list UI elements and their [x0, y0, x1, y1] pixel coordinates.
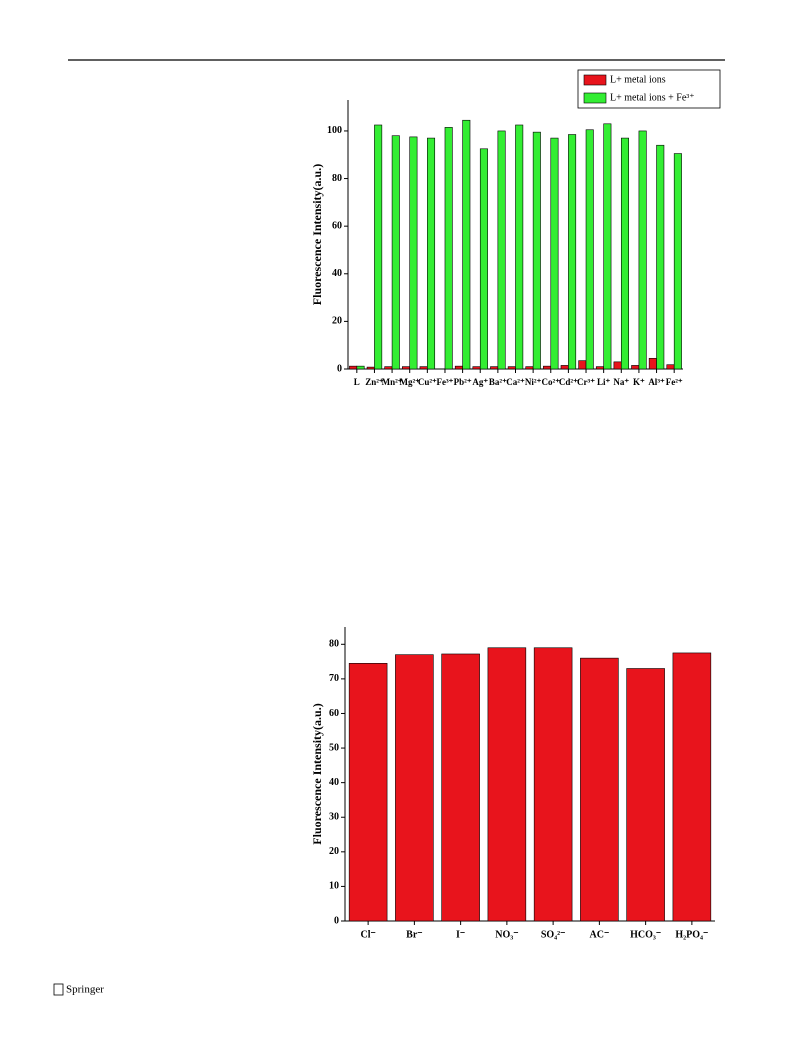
bar — [490, 366, 499, 370]
publisher: Springer — [66, 984, 104, 996]
bar — [638, 130, 647, 370]
y-tick-label: 80 — [332, 173, 342, 184]
x-tick-label: Al³⁺ — [648, 377, 665, 387]
publisher-icon — [53, 983, 64, 996]
bar — [462, 119, 471, 370]
bar — [348, 663, 388, 922]
x-tick-label: Ag⁺ — [472, 377, 488, 387]
x-tick-label: Mg²⁺ — [399, 377, 420, 387]
x-tick-label: Li⁺ — [597, 377, 611, 387]
y-tick-label: 40 — [332, 268, 342, 279]
bar — [543, 365, 552, 370]
x-tick-label: Na⁺ — [613, 377, 629, 387]
bar — [419, 366, 428, 370]
bar — [620, 137, 629, 370]
bar — [585, 129, 594, 370]
bar — [550, 137, 559, 370]
y-tick-label: 10 — [329, 881, 339, 892]
x-tick-label: NO₃⁻ — [495, 929, 518, 940]
x-tick-label: Br⁻ — [406, 929, 422, 940]
x-tick-label: K⁺ — [633, 377, 645, 387]
bar — [395, 654, 434, 922]
x-tick-label: H₂PO₄⁻ — [675, 929, 708, 940]
y-tick-label: 50 — [329, 742, 339, 753]
x-tick-label: L — [354, 377, 360, 387]
x-tick-label: Ni²⁺ — [525, 377, 542, 387]
bar — [444, 127, 453, 370]
bar — [578, 360, 587, 370]
bar — [515, 124, 524, 370]
bar — [666, 364, 675, 370]
x-tick-label: HCO₃⁻ — [630, 929, 661, 940]
bar — [507, 366, 516, 370]
legend-swatch — [583, 74, 607, 86]
bar — [356, 365, 365, 370]
bar — [532, 131, 541, 370]
bar — [497, 130, 506, 370]
bar — [441, 653, 480, 922]
x-tick-label: Fe³⁺ — [436, 377, 453, 387]
bar — [648, 357, 657, 370]
x-tick-label: Zn²⁺ — [365, 377, 384, 387]
bar — [603, 123, 612, 370]
legend-label: L+ metal ions + Fe³⁺ — [610, 92, 695, 103]
y-tick-label: 100 — [327, 125, 342, 136]
y-tick-label: 30 — [329, 812, 339, 823]
x-tick-label: I⁻ — [456, 929, 465, 940]
bar — [454, 365, 463, 370]
x-tick-label: Cu²⁺ — [418, 377, 437, 387]
y-tick-label: 80 — [329, 639, 339, 650]
y-tick-label: 70 — [329, 673, 339, 684]
bar — [560, 365, 569, 370]
x-tick-label: Co²⁺ — [542, 377, 561, 387]
x-tick-label: Ba²⁺ — [489, 377, 507, 387]
legend-label: L+ metal ions — [610, 74, 666, 85]
bar — [409, 136, 418, 370]
bar — [472, 366, 481, 370]
legend-swatch — [583, 92, 607, 104]
y-tick-label: 40 — [329, 777, 339, 788]
x-tick-label: Cr³⁺ — [577, 377, 595, 387]
x-tick-label: AC⁻ — [590, 929, 610, 940]
x-tick-label: Pb²⁺ — [454, 377, 472, 387]
bar — [487, 647, 527, 922]
bar — [374, 124, 383, 370]
y-tick-label: 20 — [329, 846, 339, 857]
bar — [595, 366, 604, 370]
bar — [366, 366, 375, 370]
bar — [349, 365, 358, 370]
y-axis-label: Fluorescence Intensity(a.u.) — [310, 703, 324, 844]
bar — [580, 657, 619, 922]
bar — [402, 366, 411, 370]
y-tick-label: 20 — [332, 316, 342, 327]
bar — [672, 652, 712, 922]
bar — [626, 668, 665, 922]
y-tick-label: 60 — [332, 220, 342, 231]
bar — [613, 361, 622, 370]
x-tick-label: Cl⁻ — [360, 929, 375, 940]
x-tick-label: Mn²⁺ — [382, 377, 403, 387]
y-tick-label: 60 — [329, 708, 339, 719]
bar — [568, 134, 577, 370]
bar — [525, 366, 534, 370]
y-tick-label: 0 — [334, 915, 339, 926]
bar — [479, 148, 488, 370]
bar — [533, 647, 573, 922]
y-tick-label: 0 — [337, 363, 342, 374]
bar — [631, 365, 640, 370]
x-tick-label: Fe²⁺ — [666, 377, 683, 387]
x-tick-label: SO₄²⁻ — [541, 929, 566, 940]
bar — [384, 366, 393, 370]
bar — [391, 135, 400, 370]
y-axis-label: Fluorescence Intensity(a.u.) — [310, 164, 324, 305]
bar — [656, 144, 665, 370]
bar — [427, 137, 436, 370]
x-tick-label: Ca²⁺ — [506, 377, 525, 387]
bar — [673, 153, 682, 370]
x-tick-label: Cd²⁺ — [559, 377, 578, 387]
